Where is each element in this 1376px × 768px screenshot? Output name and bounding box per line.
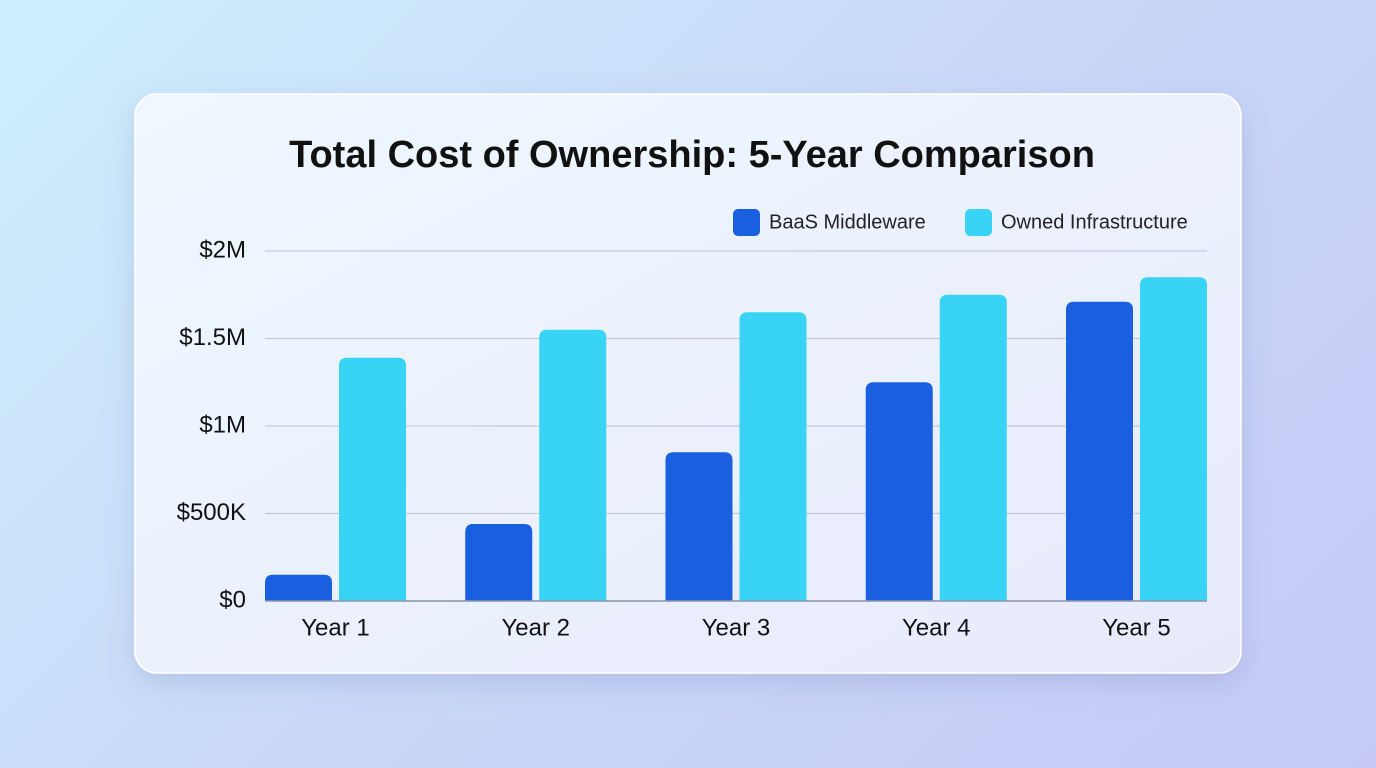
chart-title: Total Cost of Ownership: 5-Year Comparis… [289,134,1095,176]
y-tick-label: $500K [177,499,246,526]
x-tick-label: Year 1 [301,614,370,641]
legend-label: Owned Infrastructure [1001,211,1188,233]
x-tick-label: Year 5 [1102,614,1171,641]
bar [1140,277,1207,601]
y-tick-label: $1.5M [179,324,246,351]
bar [865,382,933,601]
y-tick-label: $2M [199,236,246,263]
bar [665,452,733,601]
legend-label: BaaS Middleware [769,211,926,233]
bar [339,357,406,601]
bar [739,312,807,601]
legend-swatch [733,209,760,236]
x-tick-label: Year 4 [902,614,971,641]
y-tick-label: $1M [199,411,246,438]
bar [539,329,607,601]
legend-swatch [965,209,992,236]
bar [265,574,332,601]
y-tick-label: $0 [219,586,246,613]
x-tick-label: Year 2 [501,614,570,641]
x-tick-label: Year 3 [702,614,771,641]
bar [465,524,533,601]
bar [1066,301,1133,601]
bar [939,294,1007,601]
